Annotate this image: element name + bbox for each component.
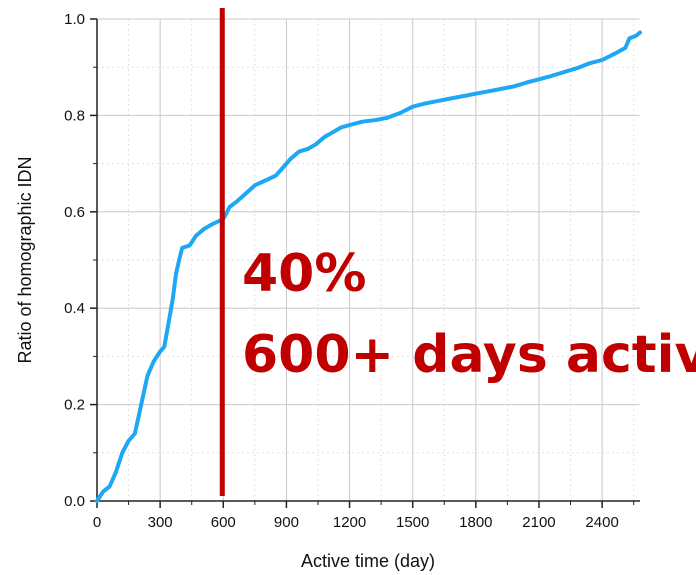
x-axis-title: Active time (day)	[301, 551, 435, 571]
annotation-line-2: 600+ days active	[242, 325, 696, 385]
y-tick-label: 0.4	[64, 300, 85, 317]
y-tick-label: 0.8	[64, 107, 85, 124]
series-layer	[95, 30, 642, 503]
y-tick-label: 1.0	[64, 11, 85, 28]
tick-labels: 0 300 600 900 1200 1500 1800 2100 2400 0.0 0.2 0.4 0…	[64, 11, 619, 531]
x-tick-label: 300	[148, 514, 173, 531]
x-tick-label: 0	[93, 514, 101, 531]
x-tick-label: 1500	[396, 514, 429, 531]
axes	[90, 18, 640, 508]
x-tick-label: 1200	[333, 514, 366, 531]
x-tick-label: 900	[274, 514, 299, 531]
x-tick-label: 2400	[585, 514, 618, 531]
x-tick-label: 2100	[522, 514, 555, 531]
y-tick-label: 0.0	[64, 493, 85, 510]
x-tick-label: 600	[211, 514, 236, 531]
annotation-line-1: 40%	[242, 244, 366, 304]
x-tick-label: 1800	[459, 514, 492, 531]
y-tick-label: 0.2	[64, 397, 85, 414]
y-tick-label: 0.6	[64, 204, 85, 221]
series-line	[95, 30, 642, 503]
y-axis-title: Ratio of homographic IDN	[15, 156, 35, 363]
